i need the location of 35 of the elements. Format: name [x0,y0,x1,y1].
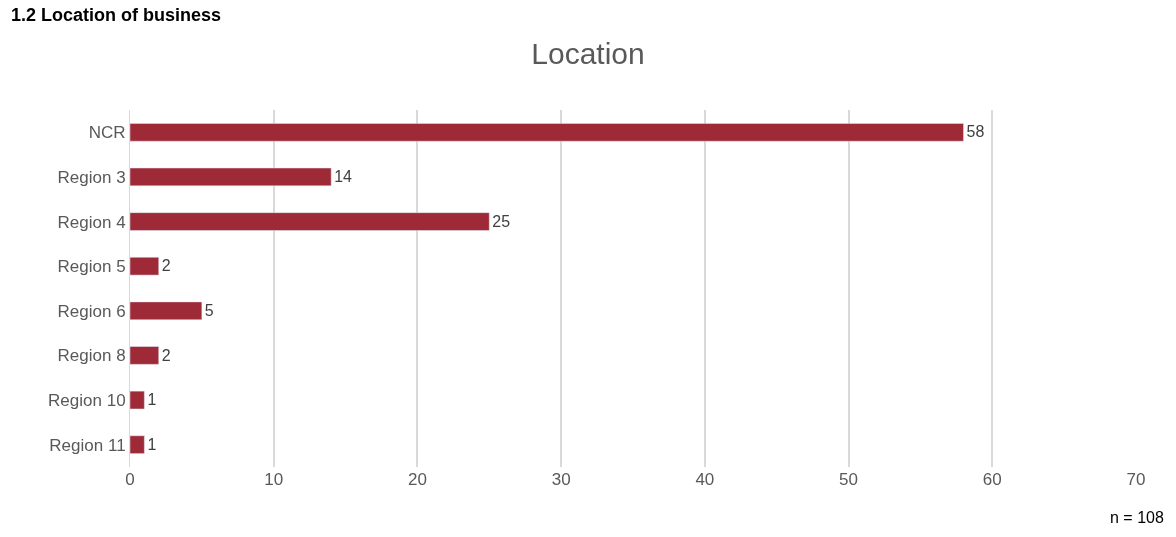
bar [130,167,332,187]
bar [130,212,490,231]
data-label: 58 [966,123,985,141]
text: 1.2 Location of business [11,5,222,25]
x-tick-label: 30 [551,470,571,489]
bar [130,257,159,276]
y-tick-label: Region 4 [57,212,126,232]
bar [130,301,203,320]
y-tick-label: Region 6 [57,301,126,321]
y-tick-label: Region 3 [57,167,126,187]
x-tick-label: 20 [407,470,427,489]
bar [130,390,145,410]
text: n = 108 [1110,509,1164,526]
data-label: 1 [147,391,157,409]
bar [130,346,159,365]
y-tick-label: Region 11 [49,435,126,455]
y-tick-label: Region 5 [57,257,126,277]
y-tick-label: Region 10 [48,391,126,411]
x-tick-label: 60 [982,470,1002,489]
data-label: 1 [147,435,157,453]
y-tick-label: NCR [88,123,126,143]
data-label: 2 [161,346,171,364]
x-tick-label: 0 [125,470,135,489]
data-label: 5 [204,301,214,319]
x-tick-label: 50 [839,470,859,489]
data-label: 25 [492,212,511,230]
data-label: 2 [161,257,171,275]
x-tick-label: 10 [264,470,284,489]
bar [130,435,145,454]
y-tick-label: Region 8 [57,346,126,366]
bar [130,123,964,142]
data-label: 14 [334,168,353,186]
x-tick-label: 70 [1126,470,1146,489]
chart-title: Location [531,37,645,71]
x-tick-label: 40 [695,470,715,489]
